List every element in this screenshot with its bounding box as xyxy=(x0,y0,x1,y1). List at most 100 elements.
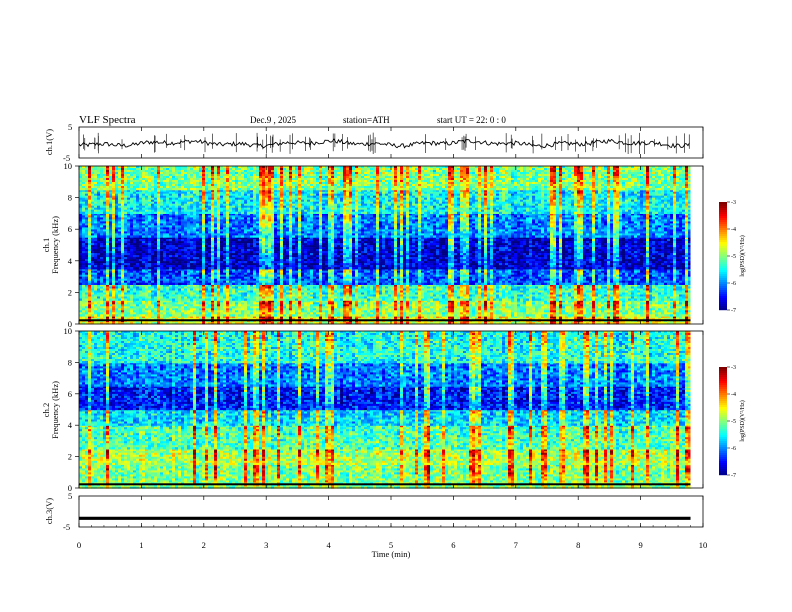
ch1-cell xyxy=(466,314,470,317)
ch1-cell xyxy=(271,312,275,315)
ch1-cell xyxy=(148,268,152,271)
ch1-cell xyxy=(460,296,464,299)
ch1-cell xyxy=(193,292,197,295)
ch1-cell xyxy=(406,316,410,319)
ch1-cell xyxy=(631,292,635,295)
start-time-label: start UT = 22: 0 : 0 xyxy=(437,115,506,125)
ch1-cell xyxy=(424,312,428,315)
ch1-cell xyxy=(487,288,491,291)
ch1-cell xyxy=(229,290,233,293)
ch1-cell xyxy=(103,290,107,293)
ch1-cell xyxy=(376,290,380,293)
ch1-cell xyxy=(472,312,476,315)
ch1-cell xyxy=(106,316,110,319)
ch1-cell xyxy=(619,316,623,319)
ch1-cell xyxy=(265,298,269,301)
ch1-cell xyxy=(475,312,479,315)
ch1-cell xyxy=(334,272,338,275)
ch1-cell xyxy=(358,318,362,321)
ch1-cell xyxy=(109,272,113,275)
ch1-cell xyxy=(259,284,263,287)
ch1-cell xyxy=(661,310,665,313)
ch1-cell xyxy=(109,302,113,305)
ch1-cell xyxy=(280,300,284,303)
ch1-cell xyxy=(661,270,665,273)
ch1-cell xyxy=(367,284,371,287)
ch1-cell xyxy=(151,272,155,275)
ch1-cell xyxy=(187,310,191,313)
ch1-cell xyxy=(460,314,464,317)
ch1-cell xyxy=(196,270,200,273)
ch1-cell xyxy=(613,308,617,311)
ch1-cell xyxy=(511,270,515,273)
ch1-cell xyxy=(334,286,338,289)
ch1-cell xyxy=(166,318,170,321)
ch1-cell xyxy=(319,294,323,297)
ch1-cell xyxy=(109,268,113,271)
ch1-cell xyxy=(610,294,614,297)
ch1-cell xyxy=(412,310,416,313)
ch1-cell xyxy=(331,300,335,303)
ch1-cell xyxy=(523,274,527,277)
ch1-cell xyxy=(394,316,398,319)
ch1-cell xyxy=(247,284,251,287)
ch1-cell xyxy=(652,296,656,299)
ch1-cell xyxy=(484,286,488,289)
ch1-cell xyxy=(184,268,188,271)
ch1-cell xyxy=(82,294,86,297)
ch1-cell xyxy=(352,296,356,299)
ch1-cell xyxy=(280,286,284,289)
ch1-cell xyxy=(571,272,575,275)
ch1-cell xyxy=(145,304,149,307)
ch1-cell xyxy=(307,298,311,301)
ch1-cell xyxy=(424,284,428,287)
ch1-cell xyxy=(388,294,392,297)
ch1-cell xyxy=(427,310,431,313)
ch1-cell xyxy=(205,306,209,309)
ch1-cell xyxy=(667,306,671,309)
ch1-cell xyxy=(586,274,590,277)
ch1-cell xyxy=(301,312,305,315)
ch1-cell xyxy=(166,310,170,313)
ch1-cell xyxy=(82,318,86,321)
ch1-cell xyxy=(655,290,659,293)
ch1-cell xyxy=(265,304,269,307)
ch1-cell xyxy=(652,294,656,297)
ch1-cell xyxy=(370,274,374,277)
ch1-cell xyxy=(580,310,584,313)
ch1-cell xyxy=(631,308,635,311)
ch1-cell xyxy=(583,292,587,295)
ch1-cell xyxy=(202,284,206,287)
ch1-cell xyxy=(295,314,299,317)
ch1-cell xyxy=(592,294,596,297)
ch1-cell xyxy=(391,268,395,271)
ch1-cell xyxy=(574,300,578,303)
ch1-cell xyxy=(418,314,422,317)
ch1-cell xyxy=(556,306,560,309)
ch1-cell xyxy=(430,308,434,311)
ch1-cell xyxy=(409,268,413,271)
ch1-cell xyxy=(409,310,413,313)
ch1-cell xyxy=(322,270,326,273)
ch1-cell xyxy=(229,286,233,289)
ch1-cell xyxy=(364,270,368,273)
ch1-cell xyxy=(217,296,221,299)
ch1-cell xyxy=(349,300,353,303)
ch1-cell xyxy=(436,304,440,307)
ch1-cell xyxy=(412,316,416,319)
ch1-cell xyxy=(517,308,521,311)
ch1-cell xyxy=(136,308,140,311)
ch1-cell xyxy=(328,284,332,287)
ch1-cell xyxy=(112,302,116,305)
ch1-cell xyxy=(505,298,509,301)
ch1-cell xyxy=(100,308,104,311)
ch1-cell xyxy=(313,284,317,287)
ch1-cell xyxy=(91,284,95,287)
ch1-cell xyxy=(163,298,167,301)
ch1-cell xyxy=(544,288,548,291)
ch1-cell xyxy=(547,306,551,309)
ch1-cell xyxy=(676,284,680,287)
figure-title: VLF Spectra xyxy=(79,114,136,126)
ch1-cell xyxy=(619,268,623,271)
ch1-cell xyxy=(370,312,374,315)
